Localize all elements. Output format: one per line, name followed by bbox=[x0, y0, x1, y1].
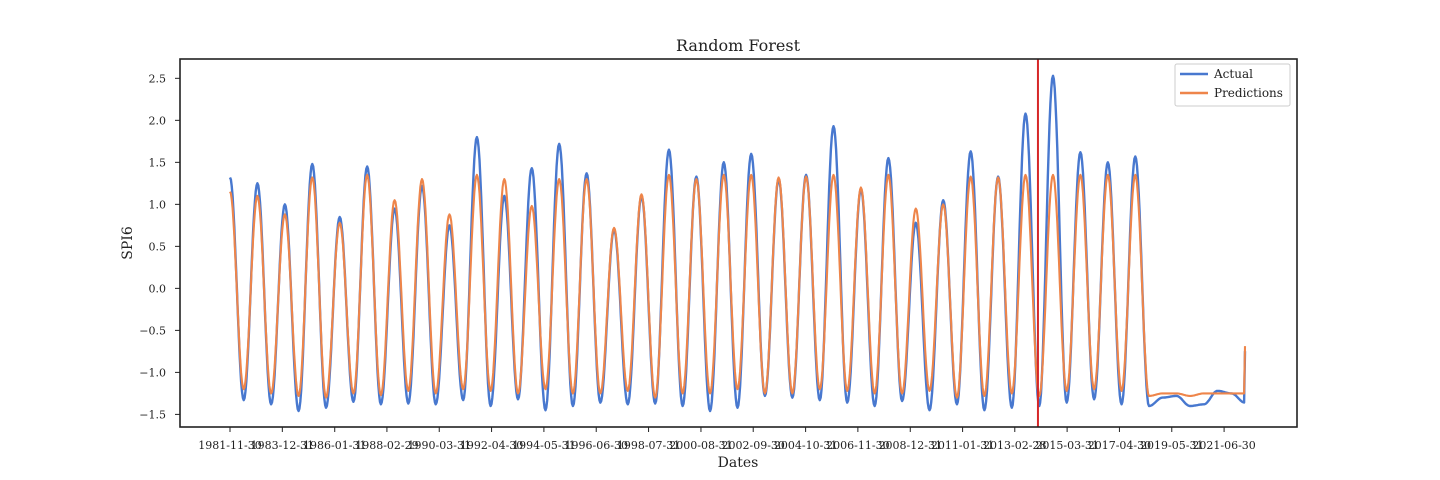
x-axis-title: Dates bbox=[718, 455, 759, 471]
x-tick-label: 2019-05-31 bbox=[1140, 439, 1203, 452]
series-line-predictions bbox=[229, 173, 1247, 399]
legend-label-actual: Actual bbox=[1213, 67, 1253, 81]
x-tick-label: 2000-08-31 bbox=[669, 439, 732, 452]
legend-label-predictions: Predictions bbox=[1214, 86, 1283, 100]
chart-title: Random Forest bbox=[676, 36, 801, 55]
y-tick-label: −1.5 bbox=[139, 408, 166, 421]
y-tick-label: 0.5 bbox=[149, 240, 167, 253]
y-tick-label: 1.5 bbox=[149, 156, 167, 169]
x-tick-label: 1992-04-30 bbox=[460, 439, 523, 452]
y-tick-label: 0.0 bbox=[149, 282, 167, 295]
x-tick-label: 1990-03-31 bbox=[408, 439, 471, 452]
x-tick-label: 1983-12-31 bbox=[251, 439, 314, 452]
y-tick-label: 1.0 bbox=[149, 198, 167, 211]
legend: Actual Predictions bbox=[1174, 63, 1291, 107]
x-tick-label: 2006-11-30 bbox=[826, 439, 889, 452]
x-tick-label: 1994-05-31 bbox=[512, 439, 575, 452]
y-tick-label: −1.0 bbox=[139, 366, 166, 379]
x-tick-label: 2008-12-31 bbox=[879, 439, 942, 452]
x-tick-label: 2021-06-30 bbox=[1192, 439, 1255, 452]
x-tick-label: 1981-11-30 bbox=[198, 439, 261, 452]
x-tick-label: 1988-02-29 bbox=[355, 439, 418, 452]
x-tick-label: 2013-02-28 bbox=[983, 439, 1046, 452]
x-tick-label: 1996-06-30 bbox=[565, 439, 628, 452]
x-tick-label: 2011-01-31 bbox=[931, 439, 994, 452]
y-axis: −1.5 −1.0 −0.5 0.0 0.5 1.0 1.5 2.0 2.5 bbox=[139, 72, 180, 421]
x-tick-label: 2015-03-31 bbox=[1035, 439, 1098, 452]
y-tick-label: 2.0 bbox=[149, 114, 167, 127]
y-tick-label: 2.5 bbox=[149, 72, 167, 85]
x-axis: 1981-11-301983-12-311986-01-311988-02-29… bbox=[198, 427, 1256, 452]
plot-frame bbox=[179, 58, 1298, 428]
y-tick-label: −0.5 bbox=[139, 324, 166, 337]
x-tick-label: 1986-01-31 bbox=[303, 439, 366, 452]
y-axis-title: SPI6 bbox=[120, 226, 136, 260]
plot-lines bbox=[228, 74, 1247, 413]
x-tick-label: 2017-04-30 bbox=[1088, 439, 1151, 452]
x-tick-label: 2002-09-30 bbox=[722, 439, 785, 452]
x-tick-label: 2004-10-31 bbox=[774, 439, 837, 452]
x-tick-label: 1998-07-31 bbox=[617, 439, 680, 452]
